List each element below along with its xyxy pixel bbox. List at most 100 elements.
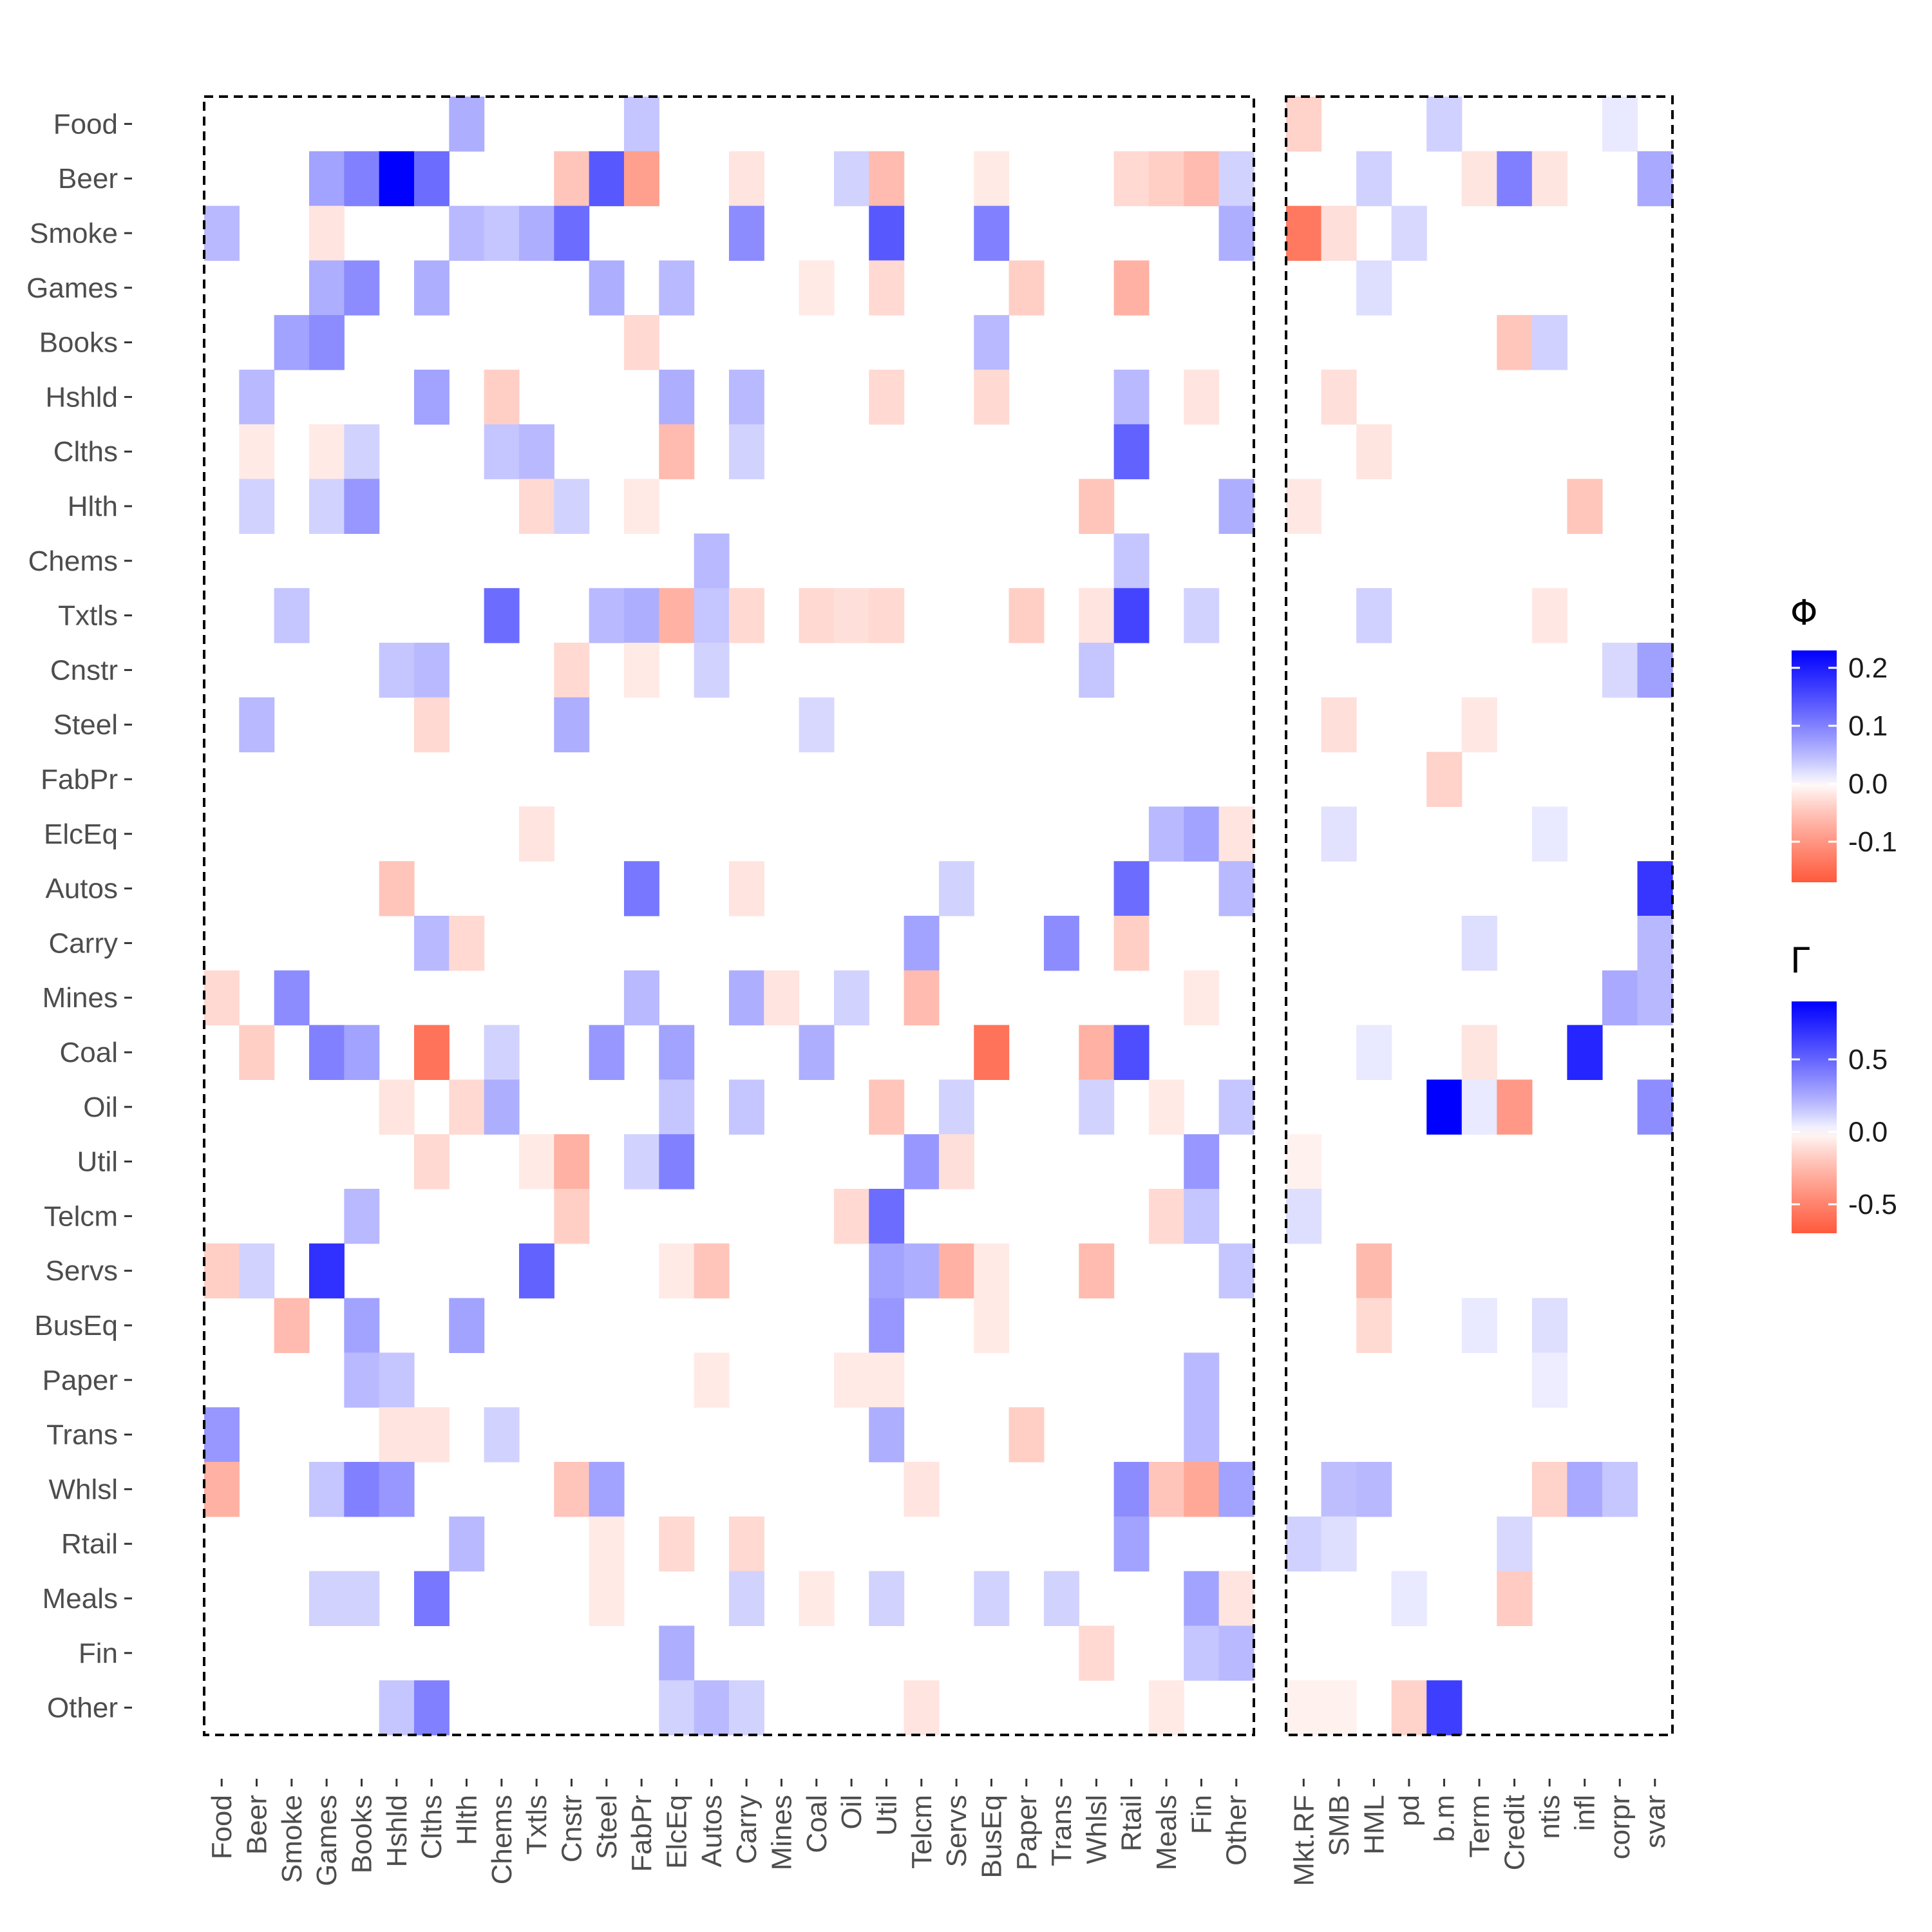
heatmap-cell-phi-meals-games [308,1571,345,1626]
heatmap-cell-gamma-food-b-m [1426,97,1463,152]
heatmap-cell-gamma-steel-term [1461,697,1497,753]
heatmap-cell-phi-util-telcm [904,1134,940,1189]
heatmap-cell-phi-steel-cnstr [554,697,590,753]
heatmap-cell-phi-cnstr-autos [694,643,730,698]
heatmap-cell-phi-txtls-rtail [1113,588,1150,643]
heatmap-cell-phi-meals-carry [728,1571,764,1626]
heatmap-cell-phi-coal-steel [589,1025,625,1080]
heatmap-cell-phi-steel-beer [239,697,275,753]
heatmap-cell-phi-rtail-elceq [659,1516,695,1572]
heatmap-cell-phi-other-clths [413,1680,450,1736]
heatmap-cell-phi-servs-beer [239,1243,275,1299]
heatmap-cell-gamma-util-mkt-rf [1286,1134,1322,1189]
heatmap-cell-phi-mines-food [204,970,240,1026]
heatmap-cell-gamma-rtail-mkt-rf [1286,1516,1322,1572]
column-label-games: Games [311,1795,343,1886]
heatmap-cell-phi-telcm-books [344,1189,380,1244]
column-label-carry: Carry [731,1795,762,1864]
heatmap-cell-gamma-meals-pd [1391,1571,1427,1626]
heatmap-cell-phi-paper-util [869,1352,905,1408]
heatmap-cell-phi-whlsl-books [344,1462,380,1517]
heatmap-cell-gamma-coal-term [1461,1025,1497,1080]
heatmap-cell-phi-meals-coal [799,1571,835,1626]
heatmap-cell-phi-beer-other [1218,151,1255,207]
heatmap-cell-phi-meals-buseq [974,1571,1010,1626]
heatmap-cell-phi-beer-books [344,151,380,207]
heatmap-cell-phi-clths-books [344,424,380,480]
heatmap-cell-phi-smoke-chems [484,205,520,261]
heatmap-cell-gamma-mines-svar [1637,970,1673,1026]
column-label-paper: Paper [1011,1795,1043,1870]
heatmap-cell-gamma-hlth-mkt-rf [1286,478,1322,534]
heatmap-cell-gamma-beer-term [1461,151,1497,207]
row-label-elceq: ElcEq [44,819,118,850]
heatmap-cell-gamma-clths-hml [1356,424,1392,480]
heatmap-cell-phi-autos-carry [728,861,764,916]
heatmap-cell-phi-coal-chems [484,1025,520,1080]
heatmap-cell-phi-beer-games [308,151,345,207]
heatmap-cell-phi-util-fin [1184,1134,1220,1189]
row-label-oil: Oil [83,1092,118,1123]
heatmap-cell-phi-oil-other [1218,1079,1255,1135]
heatmap-cell-phi-hshld-beer [239,370,275,425]
heatmap-cell-phi-rtail-hlth [449,1516,485,1572]
heatmap-cell-phi-hlth-other [1218,478,1255,534]
heatmap-cell-gamma-whlsl-hml [1356,1462,1392,1517]
column-label-servs: Servs [941,1795,972,1867]
heatmap-cell-gamma-servs-hml [1356,1243,1392,1299]
cells-layer [204,97,1673,1736]
legend-title-gamma: Γ [1790,940,1810,981]
column-label-oil: Oil [836,1795,867,1830]
heatmap-cell-phi-games-paper [1009,260,1045,316]
heatmap-cell-gamma-games-hml [1356,260,1392,316]
heatmap-cell-phi-clths-games [308,424,345,480]
heatmap-cell-phi-txtls-coal [799,588,835,643]
column-label-pd: pd [1394,1795,1425,1826]
heatmap-cell-phi-util-elceq [659,1134,695,1189]
heatmap-cell-phi-food-hlth [449,97,485,152]
heatmap-cell-phi-oil-hshld [379,1079,415,1135]
heatmap-cell-phi-cnstr-clths [413,643,450,698]
heatmap-cell-gamma-steel-smb [1321,697,1357,753]
heatmap-cell-gamma-rtail-credit [1497,1516,1533,1572]
heatmap-cell-gamma-beer-credit [1497,151,1533,207]
heatmap-cell-gamma-rtail-smb [1321,1516,1357,1572]
heatmap-cell-gamma-txtls-ntis [1531,588,1567,643]
heatmap-cell-phi-txtls-chems [484,588,520,643]
heatmap-cell-gamma-beer-ntis [1531,151,1567,207]
column-label-books: Books [346,1795,377,1873]
heatmap-cell-phi-telcm-meals [1148,1189,1184,1244]
legend-tick-label: -0.1 [1848,826,1897,858]
heatmap-cell-phi-beer-buseq [974,151,1010,207]
panel-border-phi [203,95,1255,1736]
heatmap-cell-gamma-whlsl-smb [1321,1462,1357,1517]
row-label-servs: Servs [46,1255,118,1287]
heatmap-cell-phi-cnstr-fabpr [623,643,659,698]
heatmap-cell-gamma-books-ntis [1531,315,1567,370]
column-axis: Food Beer Smoke Games Books Hshld Clths Hlth Che… [206,1779,1671,1886]
row-label-smoke: Smoke [30,218,118,249]
heatmap-cell-phi-books-smoke [274,315,310,370]
heatmap-cell-phi-beer-carry [728,151,764,207]
heatmap-cell-phi-beer-meals [1148,151,1184,207]
heatmap-cell-phi-txtls-autos [694,588,730,643]
heatmap-cell-phi-coal-rtail [1113,1025,1150,1080]
heatmap-cell-phi-whlsl-cnstr [554,1462,590,1517]
column-label-corpr: corpr [1604,1795,1636,1859]
row-label-fabpr: FabPr [41,764,118,795]
heatmap-cell-phi-smoke-food [204,205,240,261]
heatmap-cell-gamma-hshld-smb [1321,370,1357,425]
row-label-beer: Beer [58,163,118,194]
heatmap-cell-gamma-oil-b-m [1426,1079,1463,1135]
heatmap-cell-gamma-whlsl-ntis [1531,1462,1567,1517]
row-label-books: Books [39,327,118,359]
heatmap-cell-phi-food-fabpr [623,97,659,152]
heatmap-cell-phi-fin-fin [1184,1625,1220,1681]
heatmap-cell-phi-games-clths [413,260,450,316]
heatmap-cell-phi-games-util [869,260,905,316]
heatmap-cell-phi-smoke-other [1218,205,1255,261]
heatmap-cell-phi-mines-carry [728,970,764,1026]
heatmap-cell-phi-trans-food [204,1407,240,1463]
heatmap-cell-gamma-telcm-mkt-rf [1286,1189,1322,1244]
